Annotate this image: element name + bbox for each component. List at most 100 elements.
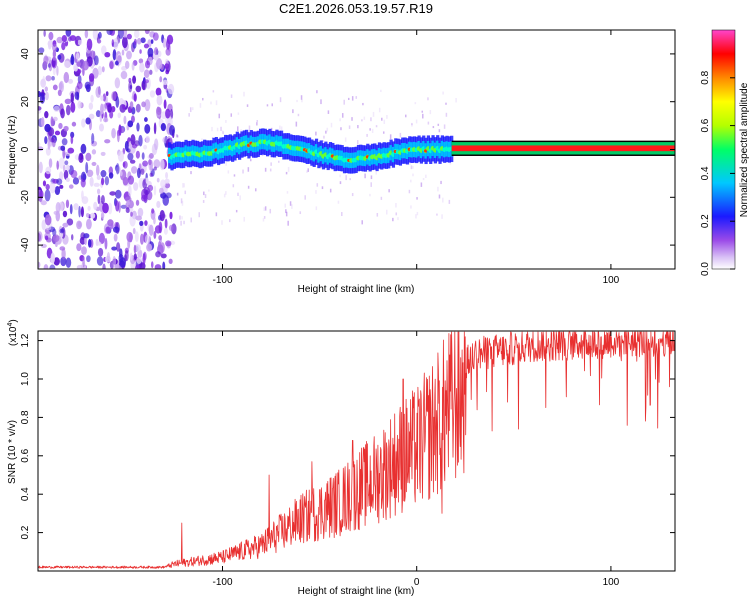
noise-blob	[68, 184, 74, 189]
noise-blob	[58, 82, 63, 90]
scatter-speck	[229, 219, 231, 223]
scatter-speck	[216, 127, 219, 132]
noise-blob	[153, 166, 157, 171]
noise-blob	[135, 103, 141, 113]
noise-blob	[160, 242, 165, 253]
noise-blob	[52, 116, 58, 122]
scatter-speck	[212, 90, 215, 93]
scatter-speck	[211, 126, 213, 132]
scatter-speck	[183, 220, 185, 225]
scatter-speck	[263, 207, 265, 211]
noise-blob	[50, 116, 54, 127]
noise-blob	[38, 142, 41, 147]
noise-blob	[63, 169, 69, 180]
scatter-speck	[351, 193, 354, 197]
noise-blob	[125, 207, 130, 214]
noise-blob	[70, 55, 75, 66]
noise-blob	[133, 244, 137, 254]
scatter-speck	[410, 179, 412, 183]
noise-blob	[131, 166, 138, 174]
noise-blob	[85, 218, 92, 230]
noise-blob	[97, 39, 102, 44]
scatter-speck	[329, 188, 332, 193]
scatter-speck	[184, 190, 187, 195]
noise-blob	[64, 98, 72, 105]
noise-blob	[107, 202, 113, 215]
scatter-speck	[316, 183, 319, 187]
spectrogram-x-label: Height of straight line (km)	[298, 284, 415, 295]
noise-blob	[70, 135, 74, 145]
scatter-speck	[340, 127, 342, 131]
scatter-speck	[270, 127, 273, 133]
colorbar-gradient	[711, 29, 736, 270]
noise-blob	[69, 204, 73, 215]
scatter-speck	[223, 193, 226, 198]
noise-blob	[158, 235, 162, 241]
noise-blob	[155, 58, 163, 70]
scatter-speck	[330, 122, 333, 128]
noise-blob	[41, 219, 46, 231]
scatter-speck	[247, 185, 250, 189]
noise-blob	[70, 169, 78, 179]
noise-blob	[93, 182, 100, 187]
noise-blob	[104, 176, 110, 186]
scatter-speck	[366, 133, 368, 137]
scatter-speck	[307, 168, 309, 172]
noise-blob	[43, 30, 46, 37]
noise-blob	[84, 236, 88, 246]
noise-blob	[119, 257, 126, 268]
noise-blob	[44, 136, 48, 145]
noise-blob	[40, 117, 45, 127]
scatter-speck	[215, 212, 218, 217]
noise-blob	[148, 224, 154, 236]
scatter-speck	[285, 171, 288, 175]
scatter-speck	[248, 125, 251, 131]
noise-blob	[65, 104, 71, 116]
scatter-speck	[249, 159, 252, 162]
noise-blob	[70, 131, 75, 139]
noise-blob	[102, 93, 106, 102]
scatter-speck	[441, 214, 443, 219]
noise-blob	[126, 50, 132, 60]
scatter-speck	[201, 138, 203, 143]
noise-blob	[91, 149, 97, 155]
noise-blob	[90, 94, 94, 103]
scatter-speck	[326, 127, 329, 132]
noise-blob	[160, 192, 167, 199]
noise-blob	[60, 256, 67, 267]
noise-blob	[92, 30, 99, 40]
scatter-speck	[237, 126, 239, 131]
y-tick-label: 40	[20, 48, 31, 60]
scatter-speck	[279, 97, 282, 103]
scatter-speck	[225, 191, 227, 195]
scatter-speck	[208, 189, 210, 192]
noise-blob	[85, 117, 91, 125]
noise-blob	[101, 45, 107, 55]
scatter-speck	[425, 174, 427, 179]
scatter-speck	[405, 114, 407, 118]
noise-blob	[85, 212, 90, 218]
noise-blob	[81, 118, 86, 128]
noise-blob	[55, 202, 61, 213]
noise-blob	[164, 178, 170, 184]
noise-blob	[124, 140, 129, 152]
scatter-speck	[372, 111, 375, 117]
noise-blob	[111, 127, 116, 139]
spectrogram-y-label: Frequency (Hz)	[7, 116, 18, 185]
noise-blob	[129, 101, 134, 109]
noise-blob	[107, 219, 114, 227]
noise-blob	[115, 200, 120, 212]
scatter-speck	[420, 182, 423, 187]
scatter-speck	[438, 194, 441, 199]
noise-blob	[130, 211, 133, 217]
noise-blob	[131, 106, 136, 115]
scatter-speck	[202, 97, 204, 101]
noise-blob	[159, 210, 165, 222]
scatter-speck	[323, 135, 325, 139]
noise-blob	[77, 39, 83, 45]
noise-blob	[56, 178, 63, 185]
scatter-speck	[304, 195, 306, 200]
noise-blob	[144, 30, 150, 35]
noise-blob	[155, 251, 161, 258]
scatter-speck	[291, 204, 293, 209]
